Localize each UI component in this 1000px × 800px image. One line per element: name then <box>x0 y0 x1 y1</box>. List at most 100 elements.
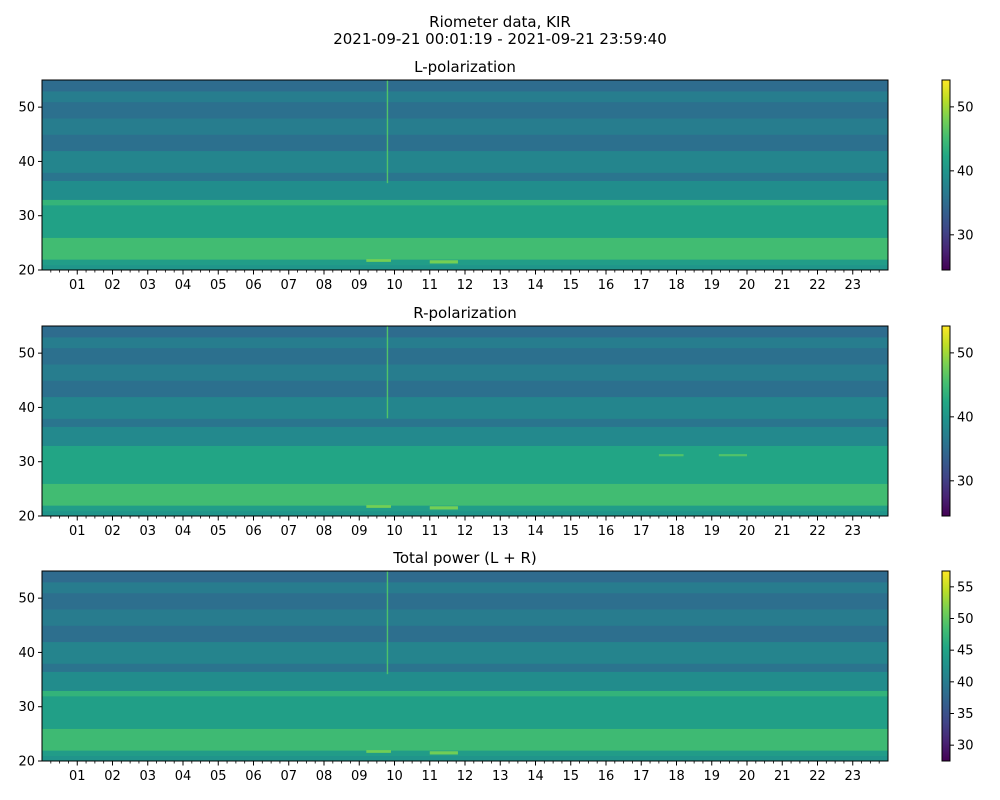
colorbar-tick-label: 50 <box>957 612 974 627</box>
colorbar-tick-label: 50 <box>957 346 974 361</box>
heatmap-band-2 <box>42 505 888 512</box>
x-tick-label: 03 <box>139 769 156 784</box>
heatmap-band-7 <box>42 663 888 672</box>
x-tick-label: 15 <box>562 524 579 539</box>
x-tick-label: 04 <box>175 278 192 293</box>
y-tick-label: 50 <box>18 347 35 362</box>
x-tick-label: 08 <box>316 278 333 293</box>
x-tick-label: 09 <box>351 769 368 784</box>
y-tick-label: 50 <box>18 101 35 116</box>
heatmap-band-9 <box>42 625 888 643</box>
colorbar-gradient <box>942 571 950 761</box>
x-tick-label: 19 <box>703 524 720 539</box>
x-tick-label: 21 <box>774 278 791 293</box>
x-tick-label: 22 <box>809 769 826 784</box>
x-tick-label: 23 <box>844 769 861 784</box>
heatmap-band-11 <box>42 336 888 349</box>
heatmap-band-11 <box>42 101 888 119</box>
x-tick-label: 02 <box>104 524 121 539</box>
y-tick-label: 30 <box>18 209 35 224</box>
y-tick-label: 30 <box>18 455 35 470</box>
x-tick-label: 20 <box>739 278 756 293</box>
y-tick-label: 40 <box>18 401 35 416</box>
x-tick-label: 13 <box>492 769 509 784</box>
heatmap-band-1 <box>42 755 888 762</box>
x-tick-label: 01 <box>69 769 86 784</box>
heatmap-band-3 <box>42 728 888 751</box>
x-tick-label: 13 <box>492 278 509 293</box>
heatmap-spike <box>386 80 389 184</box>
heatmap-band-1 <box>42 264 888 271</box>
heatmap-band-2 <box>42 750 888 757</box>
x-tick-label: 20 <box>739 769 756 784</box>
heatmap-band-4 <box>42 445 888 484</box>
x-tick-label: 11 <box>421 524 438 539</box>
x-tick-label: 04 <box>175 769 192 784</box>
x-tick-label: 07 <box>280 524 297 539</box>
heatmap <box>42 571 888 762</box>
heatmap-spike <box>386 326 389 419</box>
x-tick-label: 10 <box>386 769 403 784</box>
heatmap-band-5 <box>42 426 888 446</box>
colorbar-tick-label: 30 <box>957 474 974 489</box>
heatmap-band-3 <box>42 483 888 506</box>
figure-title: Riometer data, KIR <box>429 13 571 31</box>
x-tick-label: 07 <box>280 278 297 293</box>
x-tick-label: 12 <box>457 278 474 293</box>
x-tick-label: 12 <box>457 524 474 539</box>
colorbar-tick-label: 30 <box>957 228 974 243</box>
heatmap-patch-2 <box>366 259 391 262</box>
heatmap-band-6 <box>42 180 888 200</box>
x-tick-label: 19 <box>703 769 720 784</box>
colorbar-tick-label: 55 <box>957 580 974 595</box>
heatmap-band-7 <box>42 396 888 419</box>
heatmap-band-9 <box>42 134 888 152</box>
heatmap-spike <box>386 571 389 675</box>
heatmap-band-12 <box>42 581 888 594</box>
heatmap <box>42 80 888 271</box>
heatmap-patch-3 <box>429 751 458 755</box>
heatmap-band-6 <box>42 418 888 427</box>
y-tick-label: 40 <box>18 155 35 170</box>
x-tick-label: 17 <box>633 524 650 539</box>
y-tick-label: 30 <box>18 700 35 715</box>
heatmap-band-13 <box>42 80 888 92</box>
panel-1: L-polarization 20 30 40 50 01 02 03 04 05 06 07 08 09… <box>18 58 973 293</box>
x-tick-label: 05 <box>210 769 227 784</box>
x-tick-label: 01 <box>69 524 86 539</box>
heatmap-band-3 <box>42 237 888 260</box>
x-tick-label: 14 <box>527 524 544 539</box>
x-tick-label: 03 <box>139 524 156 539</box>
x-tick-label: 11 <box>421 278 438 293</box>
colorbar-tick-label: 45 <box>957 644 974 659</box>
x-tick-label: 08 <box>316 769 333 784</box>
y-tick-label: 20 <box>18 510 35 525</box>
x-tick-label: 23 <box>844 278 861 293</box>
heatmap <box>42 326 888 517</box>
x-tick-label: 02 <box>104 278 121 293</box>
heatmap-patch-2 <box>366 505 391 508</box>
panel-3: Total power (L + R) 20 30 40 50 01 02 03 04 05 06 0… <box>18 549 973 784</box>
figure-subtitle: 2021-09-21 00:01:19 - 2021-09-21 23:59:4… <box>333 30 667 48</box>
x-tick-label: 14 <box>527 769 544 784</box>
x-tick-label: 22 <box>809 278 826 293</box>
heatmap-band-10 <box>42 118 888 135</box>
x-tick-label: 04 <box>175 524 192 539</box>
x-tick-label: 10 <box>386 278 403 293</box>
x-tick-label: 12 <box>457 769 474 784</box>
colorbar-tick-label: 40 <box>957 164 974 179</box>
heatmap-band-11 <box>42 592 888 610</box>
heatmap-band-4 <box>42 695 888 729</box>
heatmap-patch-2 <box>366 750 391 753</box>
x-tick-label: 17 <box>633 769 650 784</box>
heatmap-band-8 <box>42 380 888 398</box>
heatmap-patch-3 <box>429 506 458 510</box>
heatmap-band-8 <box>42 641 888 664</box>
x-tick-label: 23 <box>844 524 861 539</box>
panel-2: R-polarization 20 30 40 50 01 02 03 04 05 06 07 08 09… <box>18 304 973 539</box>
x-tick-label: 18 <box>668 278 685 293</box>
x-tick-label: 01 <box>69 278 86 293</box>
x-tick-label: 16 <box>598 278 615 293</box>
x-tick-label: 06 <box>245 524 262 539</box>
